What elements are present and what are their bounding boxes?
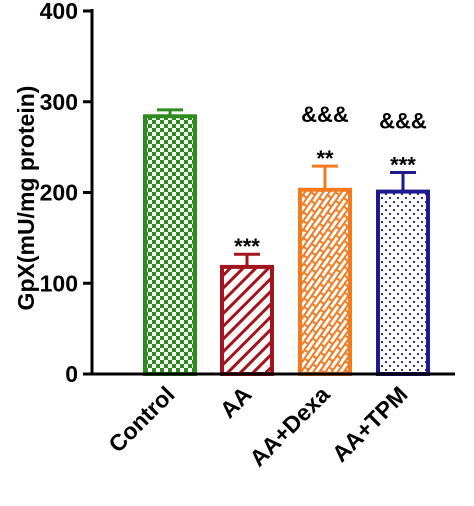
x-tick-label: AA+TPM bbox=[327, 381, 413, 467]
x-tick-label: AA+Dexa bbox=[244, 381, 334, 471]
y-axis: 0 100 200 300 400 bbox=[40, 0, 92, 387]
significance-mark: ** bbox=[316, 146, 334, 171]
y-tick-label: 300 bbox=[40, 89, 78, 115]
bar-aa bbox=[220, 264, 274, 377]
significance-mark: *** bbox=[234, 234, 260, 259]
x-tick-label: Control bbox=[103, 381, 179, 457]
y-tick-label: 200 bbox=[40, 180, 78, 206]
y-tick-label: 100 bbox=[40, 270, 78, 296]
x-tick-label: AA bbox=[215, 381, 257, 423]
significance-mark: *** bbox=[390, 153, 416, 178]
y-tick-label: 400 bbox=[40, 0, 78, 24]
bar-aa-dexa bbox=[298, 187, 352, 376]
y-axis-label: GpX(mU/mg protein) bbox=[13, 86, 39, 311]
y-tick-label: 0 bbox=[65, 361, 78, 387]
bar-aa-tpm bbox=[376, 189, 430, 376]
significance-mark: &&& bbox=[301, 102, 349, 127]
significance-mark: &&& bbox=[379, 109, 427, 134]
bar-control bbox=[143, 114, 197, 377]
bars bbox=[143, 108, 430, 377]
significance-annotations: *** &&& ** &&& *** bbox=[234, 102, 427, 259]
